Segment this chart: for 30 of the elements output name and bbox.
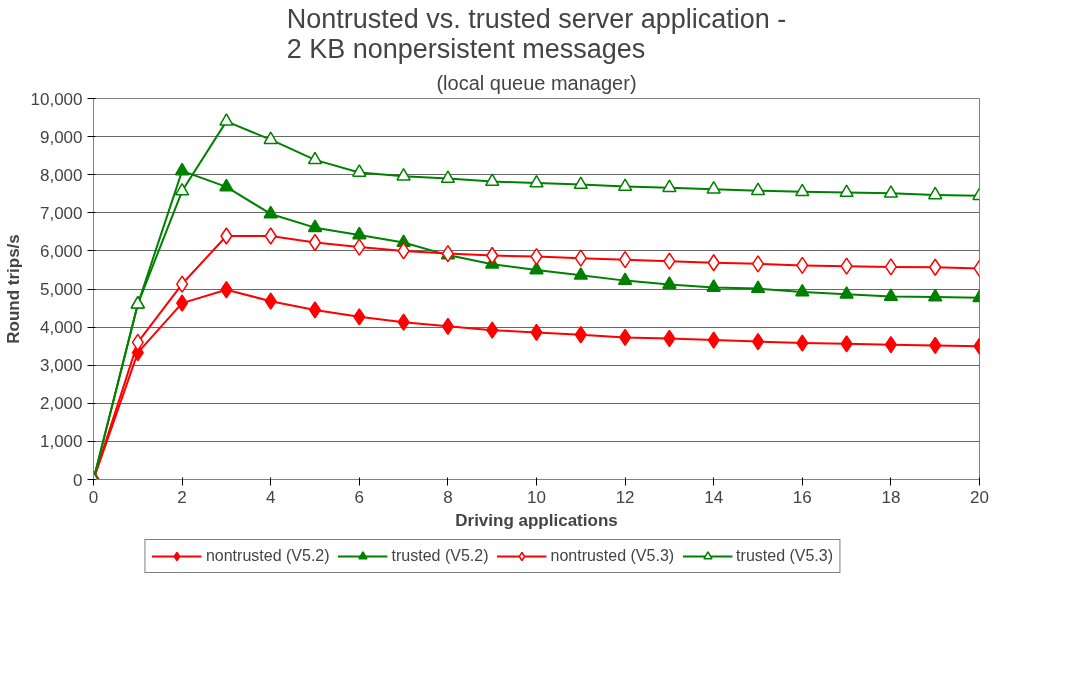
legend-label: trusted (V5.2) [391,547,489,565]
y-tick-label: 4,000 [39,318,83,338]
y-axis-title: Round trips/s [3,234,23,344]
y-tick-label: 5,000 [39,280,83,299]
x-tick-label: 10 [527,487,546,507]
y-tick-label: 9,000 [39,127,83,147]
x-tick-label: 14 [704,487,724,507]
y-tick-label: 2,000 [39,394,83,414]
legend-label: nontrusted (V5.2) [205,547,330,565]
chart-title: Nontrusted vs. trusted server application - 2 KB nonpersistent messages [286,3,787,64]
x-tick-label: 4 [265,487,276,507]
y-tick-label: 10,000 [30,89,83,109]
x-tick-label: 8 [443,487,453,507]
legend-label: trusted (V5.3) [736,547,834,565]
legend-label: nontrusted (V5.3) [550,547,675,565]
x-tick-label: 12 [615,487,635,507]
chart-subtitle: (local queue manager) [436,71,637,94]
x-tick-label: 18 [881,487,901,507]
y-tick-label: 3,000 [39,356,83,376]
x-tick-label: 0 [88,487,99,507]
y-tick-label: 8,000 [39,165,83,185]
y-tick-label: 7,000 [39,203,83,223]
y-tick-label: 6,000 [39,241,83,261]
y-tick-label: 0 [73,470,83,490]
y-tick-label: 1,000 [39,432,83,452]
x-tick-label: 6 [354,487,365,507]
x-tick-label: 2 [177,487,187,507]
x-tick-label: 16 [792,487,812,507]
x-axis-title: Driving applications [455,510,618,530]
x-tick-label: 20 [970,487,989,507]
